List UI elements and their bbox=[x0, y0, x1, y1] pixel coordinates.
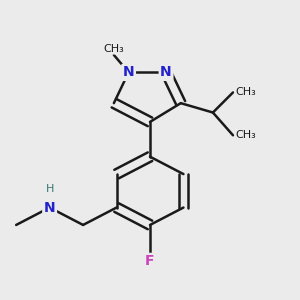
Text: H: H bbox=[45, 184, 54, 194]
Text: N: N bbox=[123, 65, 134, 80]
Text: CH₃: CH₃ bbox=[236, 87, 256, 98]
Text: CH₃: CH₃ bbox=[103, 44, 124, 54]
Text: F: F bbox=[145, 254, 155, 268]
Text: N: N bbox=[160, 65, 172, 80]
Text: N: N bbox=[44, 201, 56, 214]
Text: CH₃: CH₃ bbox=[236, 130, 256, 140]
